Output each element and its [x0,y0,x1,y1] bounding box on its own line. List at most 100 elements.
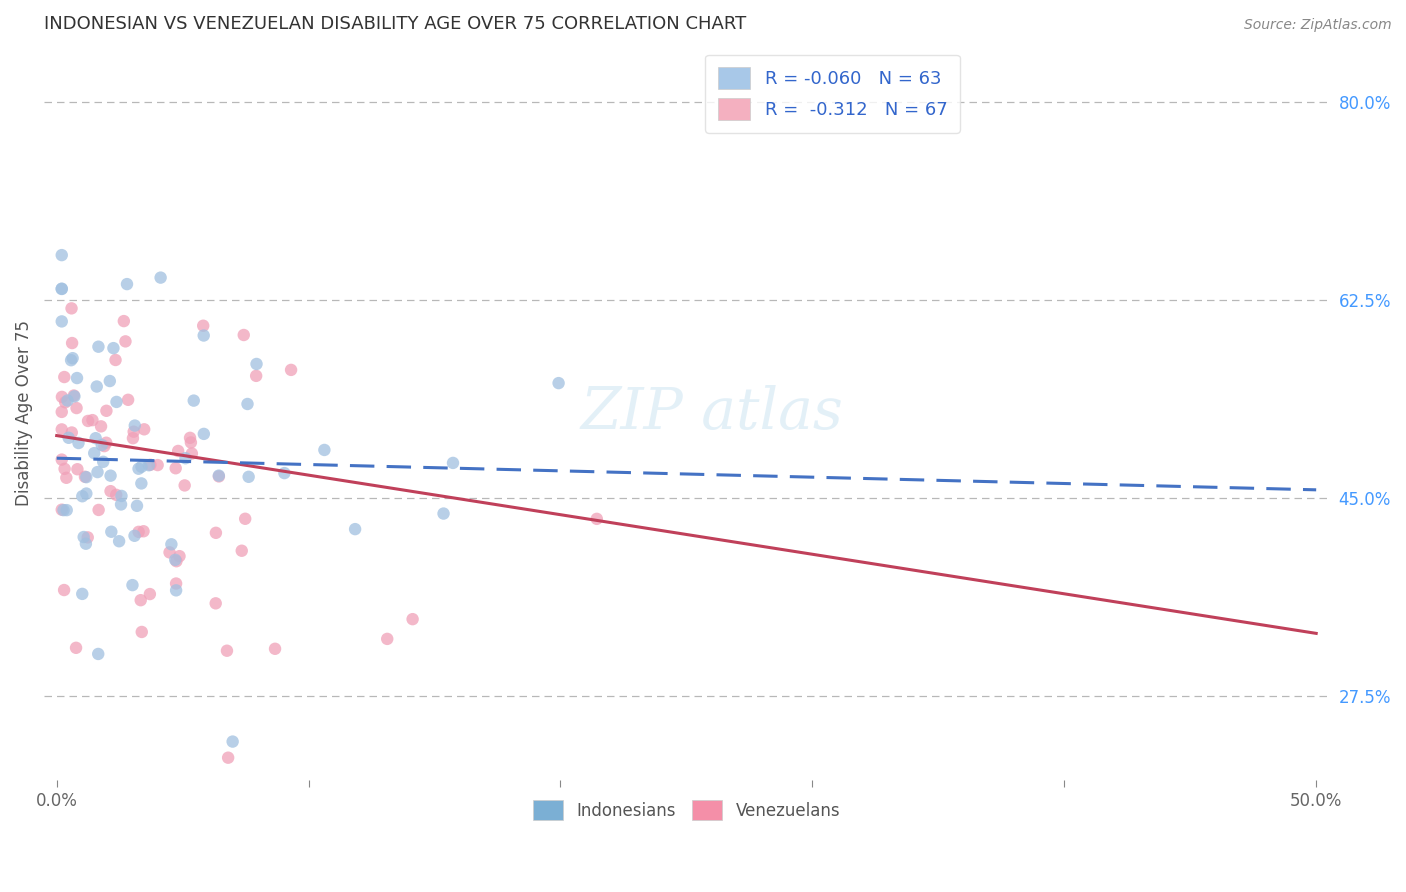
Point [401,612,423,626]
Point [65,640,87,655]
Point [51,390,73,404]
Point [128,524,150,539]
Point [51,282,73,296]
Point [84,431,107,445]
Point [60,336,83,351]
Point [547,376,569,390]
Point [96,404,118,418]
Point [233,512,256,526]
Point [165,461,187,475]
Point [217,750,239,764]
Point [146,458,169,472]
Point [82,413,104,427]
Point [215,644,238,658]
Point [110,489,132,503]
Point [86,379,108,393]
Point [165,553,187,567]
Point [208,469,231,483]
Point [51,248,73,262]
Point [98,374,121,388]
Point [87,503,110,517]
Point [53,462,76,476]
Point [122,431,145,445]
Point [149,270,172,285]
Point [51,282,73,296]
Point [238,470,260,484]
Point [208,468,231,483]
Point [264,641,287,656]
Point [280,363,302,377]
Point [66,462,89,476]
Point [53,395,76,409]
Text: Source: ZipAtlas.com: Source: ZipAtlas.com [1244,18,1392,32]
Point [90,419,112,434]
Point [232,328,254,343]
Point [90,438,112,452]
Point [105,488,128,502]
Point [60,353,83,368]
Point [179,431,201,445]
Point [75,470,97,484]
Point [236,397,259,411]
Point [115,277,138,291]
Point [193,426,215,441]
Point [87,340,110,354]
Point [432,507,454,521]
Point [193,318,215,333]
Point [139,458,162,472]
Point [129,593,152,607]
Point [110,498,132,512]
Point [56,393,79,408]
Point [66,371,89,385]
Point [180,446,202,460]
Point [173,478,195,492]
Point [67,436,90,450]
Text: ZIP atlas: ZIP atlas [581,384,844,442]
Point [55,471,77,485]
Text: INDONESIAN VS VENEZUELAN DISABILITY AGE OVER 75 CORRELATION CHART: INDONESIAN VS VENEZUELAN DISABILITY AGE … [44,15,747,33]
Point [51,422,73,436]
Point [165,576,187,591]
Point [314,442,336,457]
Point [96,435,118,450]
Point [100,524,122,539]
Point [204,596,226,610]
Point [375,632,398,646]
Point [103,341,125,355]
Point [52,503,75,517]
Point [53,370,76,384]
Point [159,545,181,559]
Point [75,486,97,500]
Point [121,578,143,592]
Point [77,414,100,428]
Point [65,401,87,415]
Point [100,484,122,499]
Point [585,512,607,526]
Point [122,425,145,439]
Point [51,314,73,328]
Point [193,328,215,343]
Point [117,392,139,407]
Point [180,435,202,450]
Point [169,549,191,563]
Point [231,543,253,558]
Point [128,461,150,475]
Point [245,357,267,371]
Point [104,353,127,368]
Point [167,444,190,458]
Point [245,368,267,383]
Point [53,582,76,597]
Point [139,587,162,601]
Point [60,425,83,440]
Point [108,534,131,549]
Point [165,554,187,568]
Point [273,466,295,480]
Point [131,476,153,491]
Point [138,458,160,473]
Point [91,455,114,469]
Point [75,537,97,551]
Point [131,624,153,639]
Point [124,418,146,433]
Point [60,301,83,316]
Point [73,469,96,483]
